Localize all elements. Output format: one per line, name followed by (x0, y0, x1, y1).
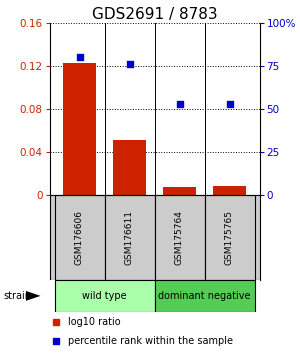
Text: GSM176606: GSM176606 (75, 210, 84, 265)
Text: wild type: wild type (82, 291, 127, 301)
Bar (104, 195, 154, 280)
Bar (55, 195, 104, 280)
Text: percentile rank within the sample: percentile rank within the sample (68, 336, 233, 346)
Text: strain: strain (3, 291, 31, 301)
Point (227, 101, 232, 107)
Bar (154, 195, 205, 280)
Bar (205, 195, 254, 280)
Title: GDS2691 / 8783: GDS2691 / 8783 (92, 7, 217, 22)
Bar (63, 63, 96, 195)
Point (77, 55, 82, 60)
Bar (154, 280, 254, 312)
Text: GSM175764: GSM175764 (175, 210, 184, 265)
Point (127, 62, 132, 67)
Text: log10 ratio: log10 ratio (68, 317, 121, 327)
Bar (55, 280, 154, 312)
Text: GSM176611: GSM176611 (125, 210, 134, 265)
Polygon shape (26, 291, 40, 301)
Text: GSM175765: GSM175765 (225, 210, 234, 265)
Text: dominant negative: dominant negative (158, 291, 251, 301)
Bar (163, 187, 196, 195)
Point (177, 101, 182, 107)
Bar (213, 185, 246, 195)
Bar (113, 141, 146, 195)
